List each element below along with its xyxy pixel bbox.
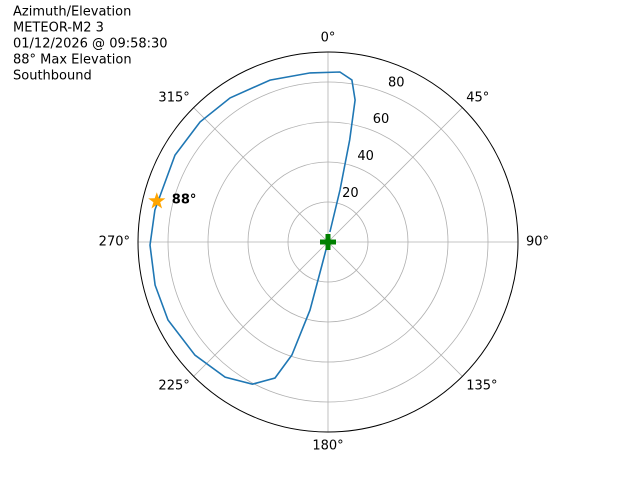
r-tick-label: 20: [342, 186, 359, 201]
theta-tick-label: 225°: [158, 379, 189, 394]
title-line: Southbound: [13, 69, 92, 84]
r-tick-label: 80: [388, 75, 405, 90]
theta-tick-label: 135°: [466, 379, 497, 394]
max-point-label: 88°: [172, 193, 197, 208]
title-line: METEOR-M2 3: [13, 21, 104, 36]
theta-tick-label: 315°: [158, 90, 189, 105]
grid-spoke: [193, 107, 329, 243]
polar-frame: [137, 51, 519, 433]
title-line: Azimuth/Elevation: [13, 5, 131, 20]
title-line: 88° Max Elevation: [13, 53, 132, 68]
current-position-marker: [320, 234, 336, 250]
theta-tick-label: 270°: [99, 235, 130, 250]
track-line: [149, 71, 356, 386]
theta-tick-label: 90°: [526, 235, 549, 250]
grid-spoke: [327, 241, 463, 377]
grid-spoke: [327, 107, 463, 243]
theta-tick-label: 180°: [312, 439, 343, 454]
r-tick-label: 40: [357, 149, 374, 164]
theta-tick-label: 0°: [321, 31, 336, 46]
grid-spoke: [193, 241, 329, 377]
title-line: 01/12/2026 @ 09:58:30: [13, 37, 168, 52]
r-tick-label: 60: [373, 112, 390, 127]
theta-tick-label: 45°: [466, 90, 489, 105]
max-point-star: [148, 192, 166, 209]
